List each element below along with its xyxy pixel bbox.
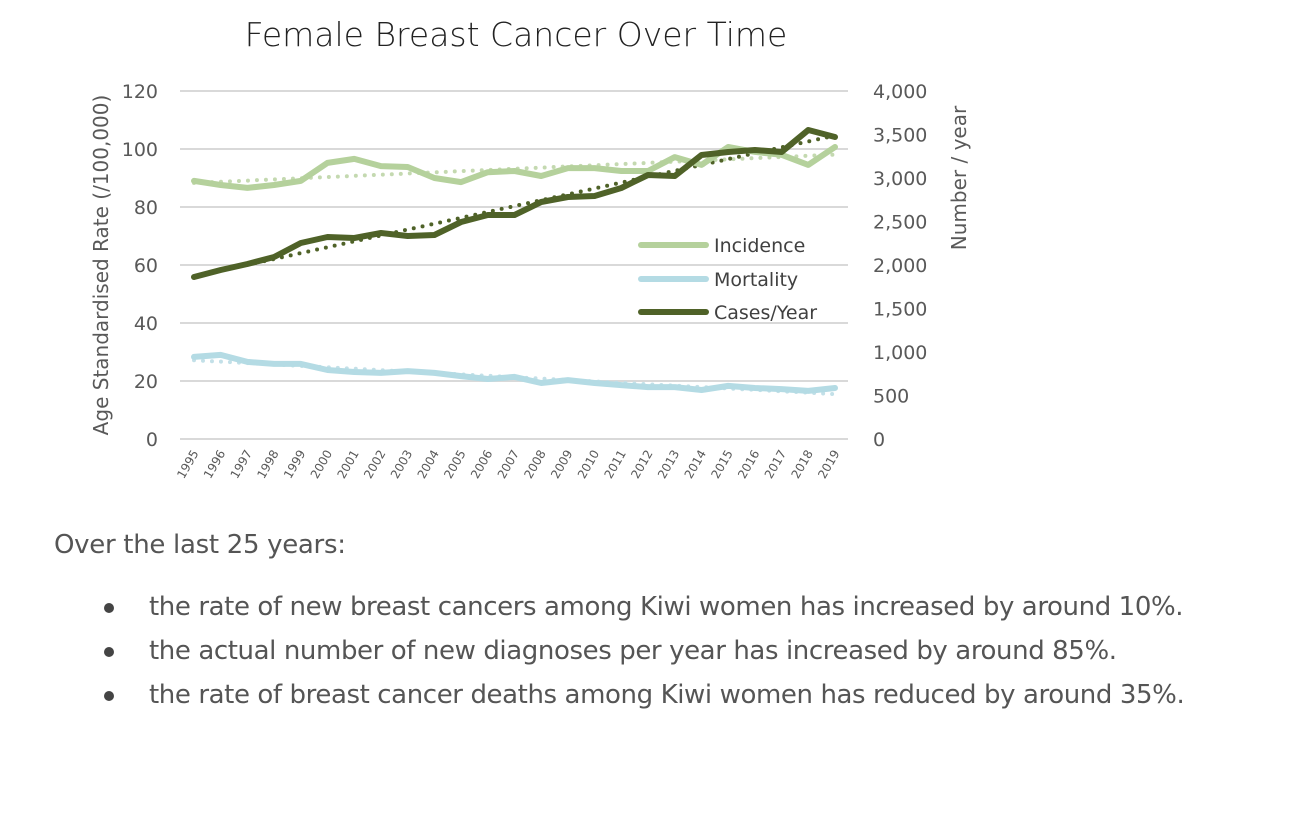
y2-tick-label: 0 <box>873 429 885 451</box>
summary-item-text: the rate of breast cancer deaths among K… <box>149 680 1185 710</box>
x-tick-label: 2006 <box>468 448 495 481</box>
summary-section: Over the last 25 years: the rate of new … <box>54 530 1274 718</box>
x-tick-label: 2009 <box>548 448 575 481</box>
summary-item: the actual number of new diagnoses per y… <box>54 630 1274 672</box>
summary-lead: Over the last 25 years: <box>54 530 346 560</box>
y-tick-label: 60 <box>134 255 158 277</box>
summary-item-text: the rate of new breast cancers among Kiw… <box>149 592 1184 622</box>
y2-tick-label: 2,000 <box>873 255 927 277</box>
legend-label: Mortality <box>714 269 798 291</box>
x-tick-label: 1996 <box>201 448 228 481</box>
x-tick-label: 2003 <box>388 448 415 481</box>
series-lines <box>191 127 838 394</box>
trendline-casesyear <box>192 133 837 279</box>
y2-tick-label: 3,500 <box>873 125 927 147</box>
y2-tick-label: 3,000 <box>873 168 927 190</box>
bullet-icon <box>104 603 114 613</box>
y-tick-label: 100 <box>122 139 158 161</box>
x-tick-label: 2005 <box>441 448 468 481</box>
x-tick-label: 2011 <box>602 448 629 481</box>
summary-item-text: the actual number of new diagnoses per y… <box>149 636 1117 666</box>
y-tick-label: 40 <box>134 313 158 335</box>
legend: Incidence Mortality Cases/Year <box>638 235 817 324</box>
breast-cancer-chart: Female Breast Cancer Over Time 0 20 40 60 80… <box>89 15 971 481</box>
y-tick-label: 20 <box>134 371 158 393</box>
x-axis-ticks: 1995 1996 1997 1998 1999 2000 2001 2002 2003 2004… <box>174 448 842 481</box>
y2-tick-label: 1,000 <box>873 342 927 364</box>
y2-tick-label: 2,500 <box>873 212 927 234</box>
series-line-mortality <box>191 351 838 394</box>
x-tick-label: 2014 <box>682 448 709 481</box>
x-tick-label: 2012 <box>628 448 655 481</box>
x-tick-label: 2013 <box>655 448 682 481</box>
x-tick-label: 1999 <box>281 448 308 481</box>
summary-item: the rate of breast cancer deaths among K… <box>54 674 1274 716</box>
x-tick-label: 2018 <box>788 448 815 481</box>
x-tick-label: 2004 <box>415 448 442 481</box>
left-axis-label: Age Standardised Rate (/100,000) <box>89 95 113 436</box>
y-tick-label: 0 <box>146 429 158 451</box>
bullet-icon <box>104 691 114 701</box>
y2-tick-label: 1,500 <box>873 299 927 321</box>
x-tick-label: 2002 <box>361 448 388 481</box>
gridlines <box>180 90 848 440</box>
summary-list: the rate of new breast cancers among Kiw… <box>54 586 1274 716</box>
x-tick-label: 2019 <box>815 448 842 481</box>
x-tick-label: 1995 <box>174 448 201 481</box>
x-tick-label: 2007 <box>495 448 522 481</box>
legend-label: Cases/Year <box>714 302 817 324</box>
summary-item: the rate of new breast cancers among Kiw… <box>54 586 1274 628</box>
y2-tick-label: 500 <box>873 386 909 408</box>
right-axis-ticks: 0 500 1,000 1,500 2,000 2,500 3,000 3,500 4,000 <box>873 81 927 451</box>
x-tick-label: 1997 <box>228 448 255 481</box>
y-tick-label: 80 <box>134 197 158 219</box>
y2-tick-label: 4,000 <box>873 81 927 103</box>
bullet-icon <box>104 647 114 657</box>
x-tick-label: 1998 <box>254 448 281 481</box>
chart-title: Female Breast Cancer Over Time <box>245 15 788 54</box>
x-tick-label: 2000 <box>308 448 335 481</box>
left-axis-ticks: 0 20 40 60 80 100 120 <box>122 81 158 451</box>
x-tick-label: 2017 <box>762 448 789 481</box>
x-tick-label: 2008 <box>521 448 548 481</box>
x-tick-label: 2010 <box>575 448 602 481</box>
x-tick-label: 2016 <box>735 448 762 481</box>
x-tick-label: 2015 <box>708 448 735 481</box>
y-tick-label: 120 <box>122 81 158 103</box>
x-tick-label: 2001 <box>334 448 361 481</box>
right-axis-label: Number / year <box>947 105 971 250</box>
legend-label: Incidence <box>714 235 805 257</box>
